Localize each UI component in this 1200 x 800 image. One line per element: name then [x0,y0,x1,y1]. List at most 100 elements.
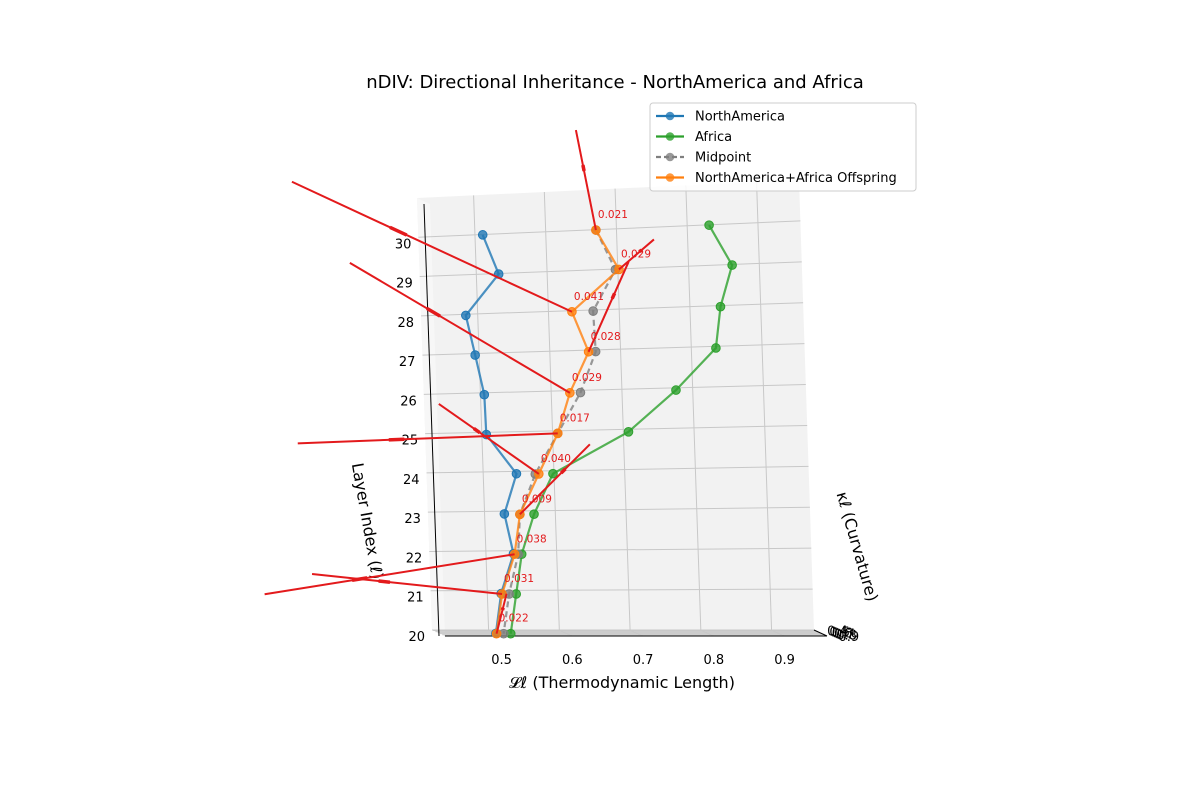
data-label: 0.040 [541,453,571,465]
data-labels: 0.021 0.029 0.041 0.028 0.029 0.017 0.040 0.009… [499,209,651,625]
y-axis-label: κℓ (Curvature) [833,489,882,603]
data-point [461,310,471,321]
arrow-head [472,426,481,435]
chart-title: nDIV: Directional Inheritance - NorthAme… [366,72,864,93]
data-point [727,260,737,270]
x-tick-label: 0.5 [491,653,512,668]
arrow-head [378,579,391,584]
x-tick-label: 0.9 [774,653,795,668]
direction-arrow [618,238,655,271]
arrow-head [388,437,405,442]
y-tick-label: 0.4 [827,625,848,640]
data-label: 0.009 [522,493,552,505]
arrows-layer [264,129,655,634]
arrow-head [610,292,617,300]
data-label: 0.021 [598,209,628,221]
arrow-head [425,306,441,318]
z-axis-line [423,203,440,637]
grid-line-z [426,465,809,474]
y-tick-label: 0.9 [839,630,860,645]
z-tick-label: 30 [395,237,412,252]
z-tick-label: 27 [399,355,416,370]
y-axis-line [813,629,828,637]
arrow-head [559,467,567,475]
legend-entry: NorthAmerica+Africa Offspring [695,171,897,186]
direction-arrow [587,261,630,353]
direction-arrow [311,573,503,596]
direction-arrow [349,261,571,394]
arrow-head [581,164,586,172]
grid-line-z [421,302,804,317]
grid-line-x [614,188,631,631]
x-tick-label: 0.6 [562,653,583,668]
data-point [671,385,681,395]
z-tick-label: 21 [407,591,424,606]
direction-arrow [297,432,558,445]
data-label: 0.028 [591,331,621,343]
data-label: 0.029 [621,248,651,260]
grid-line-x [685,185,702,631]
data-point [715,301,726,312]
grid-line-z [430,588,813,592]
data-point [711,343,721,353]
direction-arrow [264,553,515,596]
data-point [623,427,634,437]
data-label: 0.041 [574,291,604,303]
direction-arrow [574,129,597,231]
z-tick-label: 24 [403,473,420,488]
data-label: 0.038 [517,533,547,545]
legend-entry: NorthAmerica [695,110,785,125]
x-tick-label: 0.8 [703,653,724,668]
data-point [479,389,490,400]
legend: NorthAmerica Africa Midpoint NorthAmerica+A… [649,102,917,192]
grid-line-z [427,506,810,513]
direction-arrow [519,443,591,516]
legend-box [649,102,917,192]
arrow-head [500,607,505,611]
data-point [704,220,714,230]
z-tick-label: 22 [406,551,423,566]
data-label: 0.022 [499,613,529,625]
direction-arrow [438,403,540,475]
z-tick-label: 29 [396,277,413,292]
y-tick-label: 0.6 [832,627,853,642]
arrow-head [638,248,643,254]
z-tick-label: 20 [408,630,425,645]
data-label: 0.029 [572,372,602,384]
y-tick-label: 0.8 [836,629,857,644]
direction-arrow [291,180,573,313]
direction-arrow [495,593,508,634]
tick-labels: 0.5 0.6 0.7 0.8 0.90.40.50.60.70.80.92021222… [395,237,859,668]
data-point [575,387,586,398]
y-tick-label: 0.5 [829,626,850,641]
data-point [588,306,598,316]
grid-line-z [429,547,812,552]
grid-line-z [422,343,805,356]
z-tick-label: 25 [402,434,419,449]
grid-line-x [756,181,773,631]
legend-swatch-marker [665,152,675,162]
y-tick-label: 0.7 [834,628,855,643]
grid-line-x [543,191,560,631]
z-tick-label: 28 [398,316,415,331]
back-pane [417,180,814,630]
legend-swatch-marker [665,132,675,141]
data-point [470,350,480,360]
data-point [477,230,488,240]
data-label: 0.017 [560,412,590,424]
data-label: 0.031 [504,573,534,585]
x-tick-label: 0.7 [633,653,654,668]
data-point [499,509,510,519]
x-axis-label: 𝓛ℓ (Thermodynamic Length) [509,673,735,692]
legend-entry: Africa [695,130,732,145]
z-tick-label: 23 [404,512,421,527]
z-tick-label: 26 [400,394,417,409]
legend-swatch-marker [665,111,675,121]
data-point [511,468,522,479]
data-point [529,509,539,519]
legend-swatch-marker [665,173,675,182]
arrow-head [389,225,408,237]
legend-entry: Midpoint [695,151,751,166]
z-axis-label: Layer Index (ℓ) [348,461,387,580]
